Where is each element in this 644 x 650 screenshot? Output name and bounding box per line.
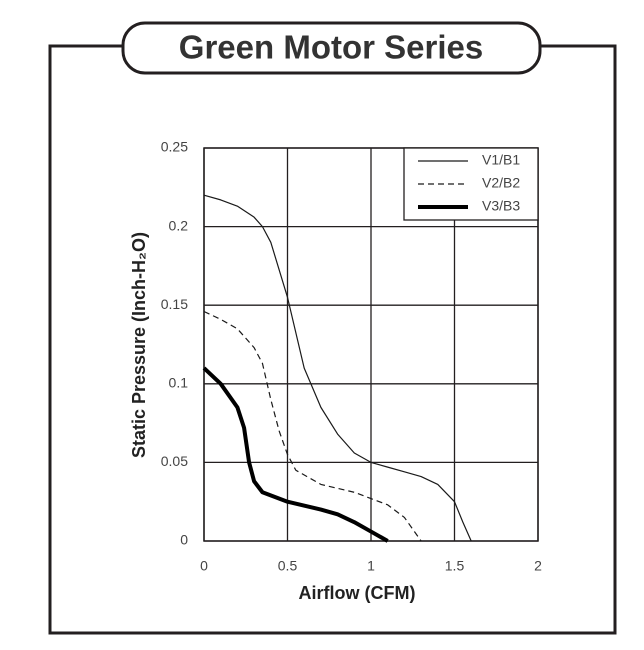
x-tick-label: 1.5 [445,558,465,574]
title-box [121,21,542,75]
x-tick-label: 2 [534,558,542,574]
x-tick-label: 0 [200,558,208,574]
y-tick-label: 0 [180,532,188,548]
y-tick-label: 0.1 [169,375,189,391]
legend-label: V1/B1 [482,152,520,168]
x-axis-label: Airflow (CFM) [299,583,416,603]
y-tick-label: 0.25 [161,139,188,155]
legend-label: V2/B2 [482,175,520,191]
chart-title: Green Motor Series [179,29,483,66]
x-tick-label: 0.5 [278,558,298,574]
y-tick-label: 0.15 [161,296,188,312]
y-axis-label: Static Pressure (Inch-H₂O) [129,232,149,458]
y-tick-label: 0.2 [169,217,189,233]
x-tick-label: 1 [367,558,375,574]
series-line [203,310,422,542]
series-line [202,366,389,543]
series-line [203,194,472,542]
legend-label: V3/B3 [482,198,520,214]
y-tick-label: 0.05 [161,453,188,469]
